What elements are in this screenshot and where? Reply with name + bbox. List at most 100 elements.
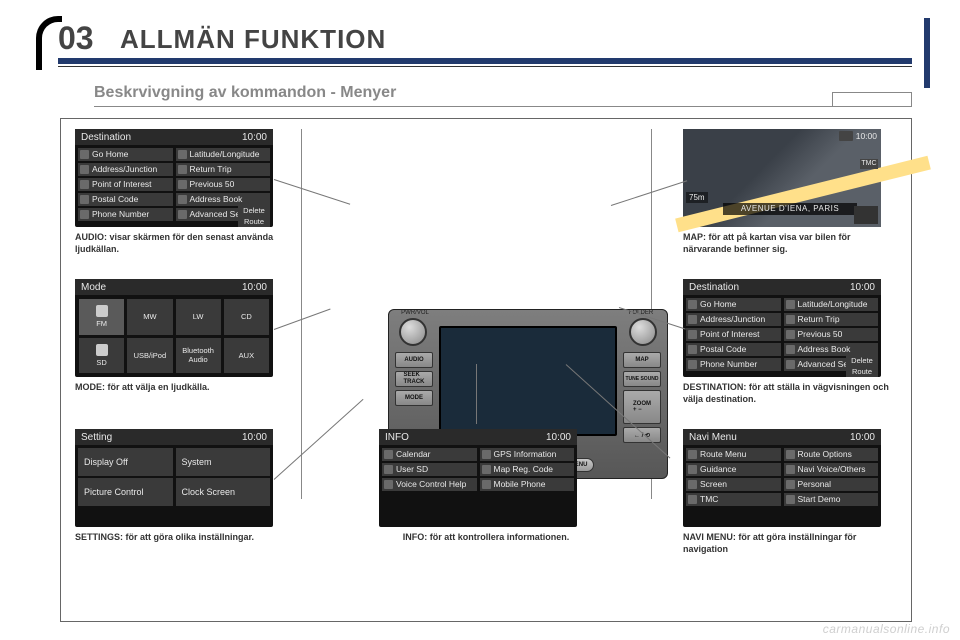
mode-tile[interactable]: CD — [224, 299, 269, 335]
navi-item[interactable]: Route Menu — [686, 448, 781, 461]
dest-item[interactable]: Phone Number — [686, 358, 781, 371]
info-item[interactable]: Map Reg. Code — [480, 463, 575, 476]
mode-tile-label: AUX — [239, 351, 254, 360]
return-button[interactable]: ← / ⟲ — [623, 427, 661, 443]
navi-item[interactable]: Screen — [686, 478, 781, 491]
dest-item[interactable]: Previous 50 — [176, 178, 271, 191]
info-item[interactable]: Calendar — [382, 448, 477, 461]
thumb-topbar: INFO 10:00 — [379, 429, 577, 445]
setting-item[interactable]: Display Off — [78, 448, 173, 476]
connector-line — [611, 180, 687, 206]
mode-tile[interactable]: FM — [79, 299, 124, 335]
info-item[interactable]: User SD — [382, 463, 477, 476]
mode-tile[interactable]: AUX — [224, 338, 269, 374]
thumb-title: INFO — [385, 432, 409, 443]
dest-item[interactable]: Latitude/Longitude — [784, 298, 879, 311]
dest-item[interactable]: Return Trip — [784, 313, 879, 326]
watermark: carmanualsonline.info — [823, 622, 950, 636]
thumb-topbar: Mode 10:00 — [75, 279, 273, 295]
folder-knob[interactable] — [629, 318, 657, 346]
setting-item[interactable]: Picture Control — [78, 478, 173, 506]
mode-tile[interactable]: USB/iPod — [127, 338, 172, 374]
dest-item[interactable]: Go Home — [686, 298, 781, 311]
dest-item[interactable]: Return Trip — [176, 163, 271, 176]
dest-item[interactable]: Latitude/Longitude — [176, 148, 271, 161]
dest-item[interactable]: Postal Code — [78, 193, 173, 206]
navi-item[interactable]: Personal — [784, 478, 879, 491]
caption-destination: DESTINATION: för att ställa in vägvisnin… — [683, 381, 893, 405]
navi-item[interactable]: Navi Voice/Others — [784, 463, 879, 476]
header-curve-drop — [36, 60, 42, 70]
dest-item[interactable]: Address/Junction — [78, 163, 173, 176]
thumb-title: Destination — [689, 282, 739, 293]
tune-sound-button[interactable]: TUNE SOUND — [623, 371, 661, 387]
tmc-badge: TMC — [860, 159, 878, 169]
mode-tile-label: CD — [241, 312, 252, 321]
knob-label-left: PWR/VOL — [391, 310, 439, 316]
mode-tile-label: FM — [96, 319, 107, 328]
navi-item[interactable]: TMC — [686, 493, 781, 506]
header-underline-thin — [58, 66, 912, 67]
side-accent-bar — [924, 18, 930, 88]
thumb-title: Mode — [81, 282, 106, 293]
divider-left — [301, 129, 302, 499]
dest-item[interactable]: Phone Number — [78, 208, 173, 221]
map-clock: 10:00 — [856, 131, 877, 141]
mode-button[interactable]: MODE — [395, 390, 433, 406]
volume-knob[interactable] — [399, 318, 427, 346]
mode-tile[interactable]: LW — [176, 299, 221, 335]
mode-tile[interactable]: SD — [79, 338, 124, 374]
content-frame: Destination 10:00 Go Home Latitude/Longi… — [60, 118, 912, 622]
seek-track-button[interactable]: SEEK TRACK — [395, 371, 433, 387]
dest-item[interactable]: Previous 50 — [784, 328, 879, 341]
setting-item[interactable]: Clock Screen — [176, 478, 271, 506]
dest-item[interactable]: Point of Interest — [686, 328, 781, 341]
connector-line — [274, 309, 331, 330]
thumb-title: Setting — [81, 432, 112, 443]
mode-tile-label: MW — [143, 312, 156, 321]
gps-icon — [839, 131, 853, 141]
caption-audio: AUDIO: visar skärmen för den senast anvä… — [75, 231, 285, 255]
connector-line — [274, 179, 350, 205]
thumb-topbar: Destination 10:00 — [75, 129, 273, 145]
mode-tile-label: LW — [193, 312, 204, 321]
info-item[interactable]: Voice Control Help — [382, 478, 477, 491]
zoom-button[interactable]: ZOOM + − — [623, 390, 661, 424]
subtitle-tab-decor — [832, 92, 912, 106]
navi-item[interactable]: Start Demo — [784, 493, 879, 506]
map-distance: 75m — [686, 192, 708, 203]
delete-route-button[interactable]: Delete Route — [238, 205, 270, 227]
map-button[interactable]: MAP — [623, 352, 661, 368]
mode-tile-label: SD — [96, 358, 106, 367]
header-underline-blue — [58, 58, 912, 64]
caption-navi: NAVI MENU: för att göra inställningar fö… — [683, 531, 893, 555]
caption-mode: MODE: för att välja en ljudkälla. — [75, 381, 285, 393]
thumb-mode: Mode 10:00 FM MW LW CD SD USB/iPod Bluet… — [75, 279, 273, 377]
subtitle-underline — [94, 106, 912, 107]
dest-item[interactable]: Go Home — [78, 148, 173, 161]
dest-item[interactable]: Point of Interest — [78, 178, 173, 191]
thumb-title: Navi Menu — [689, 432, 737, 443]
map-speedbox — [854, 206, 878, 224]
delete-route-button[interactable]: Delete Route — [846, 355, 878, 377]
thumb-destination-right: Destination 10:00 Go Home Latitude/Longi… — [683, 279, 881, 377]
thumb-clock: 10:00 — [546, 432, 571, 443]
caption-info: INFO: för att kontrollera informationen. — [361, 531, 611, 543]
setting-item[interactable]: System — [176, 448, 271, 476]
mode-tile[interactable]: Bluetooth Audio — [176, 338, 221, 374]
unit-screen[interactable] — [439, 326, 617, 436]
info-grid: Calendar GPS Information User SD Map Reg… — [379, 445, 577, 494]
thumb-destination: Destination 10:00 Go Home Latitude/Longi… — [75, 129, 273, 227]
connector-line — [274, 399, 364, 480]
caption-map: MAP: för att på kartan visa var bilen fö… — [683, 231, 893, 255]
thumb-map: 10:00 TMC 75m AVENUE D'IENA, PARIS — [683, 129, 881, 227]
navi-item[interactable]: Guidance — [686, 463, 781, 476]
thumb-clock: 10:00 — [850, 432, 875, 443]
dest-item[interactable]: Postal Code — [686, 343, 781, 356]
audio-button[interactable]: AUDIO — [395, 352, 433, 368]
info-item[interactable]: Mobile Phone — [480, 478, 575, 491]
mode-tile[interactable]: MW — [127, 299, 172, 335]
info-item[interactable]: GPS Information — [480, 448, 575, 461]
navi-item[interactable]: Route Options — [784, 448, 879, 461]
dest-item[interactable]: Address/Junction — [686, 313, 781, 326]
